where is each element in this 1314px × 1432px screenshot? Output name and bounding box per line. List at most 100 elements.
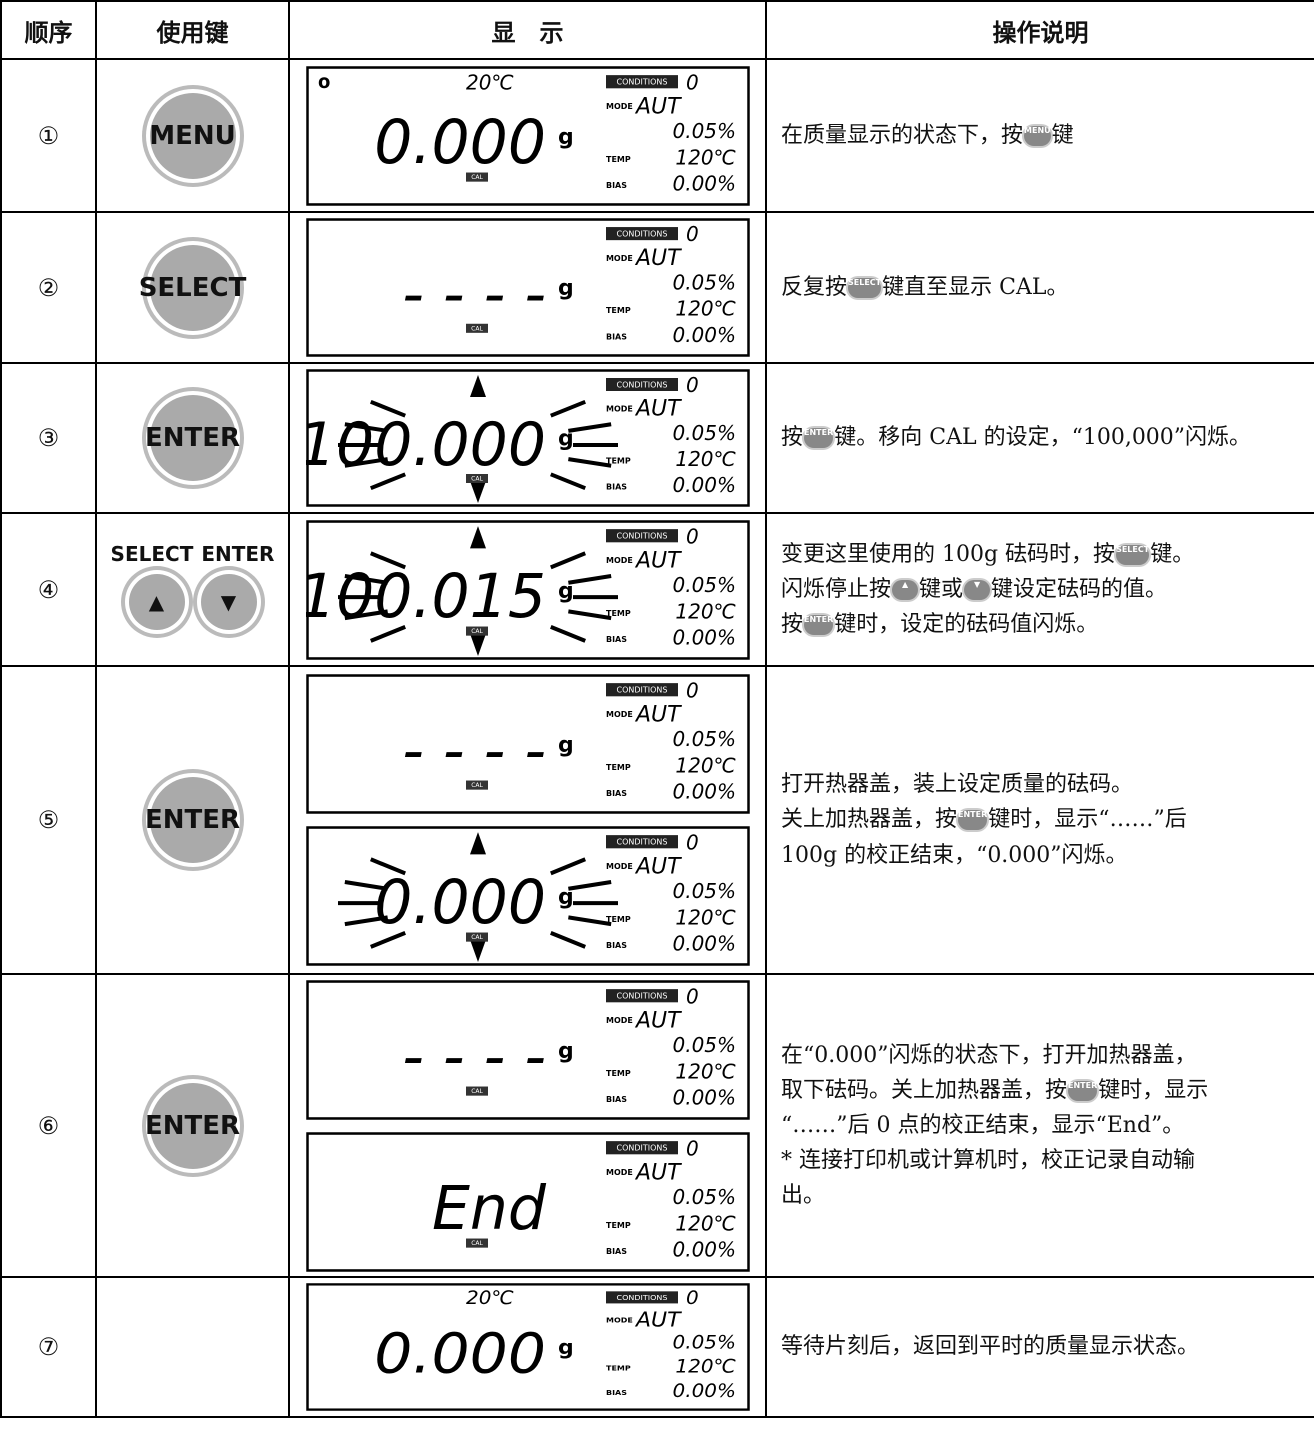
lcd-mode-value: AUT <box>634 701 682 727</box>
flash-ray <box>567 573 611 585</box>
description-text: 键时，显示 <box>1098 1077 1209 1103</box>
lcd-bias: BIAS <box>606 635 627 644</box>
key-label: ENTER <box>201 541 275 566</box>
lcd-top-temp: 20℃ <box>466 1287 514 1309</box>
lcd-unit: g <box>558 123 574 149</box>
description-text: 闪烁停止按 <box>781 576 892 602</box>
lcd-unit: g <box>558 884 574 910</box>
key-button: ENTER <box>145 1082 240 1169</box>
table-row: ④ SELECT ENTER ▲ ▼ 100.015 g CAL CONDITIONS 0 MODE… <box>0 512 1314 667</box>
lcd-unit: g <box>558 577 574 603</box>
display-stack: 20℃ 0.000 g CONDITIONS 0 MODE AUT 0.05% TEMP 120℃… <box>290 1283 765 1411</box>
display-stack: o 20℃ 0.000 g CAL CONDITIONS 0 MODE AUT 0.05% TEMP… <box>290 65 765 206</box>
description-text: 键 <box>1051 122 1074 148</box>
description-text: 出。 <box>781 1183 826 1209</box>
flash-arrow <box>469 525 486 548</box>
lcd-main: - - - - <box>402 259 546 329</box>
header-cell: 顺序 <box>0 0 97 60</box>
lcd-cal: CAL <box>471 1240 483 1247</box>
display-stack: - - - - g CAL CONDITIONS 0 MODE AUT 0.05% TEMP 12… <box>290 979 765 1272</box>
lcd-bias: BIAS <box>606 789 627 798</box>
key-button: ▲ <box>128 573 185 630</box>
display-cell: - - - - g CAL CONDITIONS 0 MODE AUT 0.05% TEMP 12… <box>288 973 767 1278</box>
lcd-conditions-box <box>605 74 678 88</box>
lcd-mode-value: AUT <box>634 246 682 271</box>
lcd-cal: CAL <box>471 325 483 332</box>
description-cell: 等待片刻后，返回到平时的质量显示状态。 <box>765 1276 1314 1418</box>
lcd-conditions-value: 0 <box>686 984 699 1008</box>
lcd-cal: CAL <box>471 934 483 941</box>
description-text: 在“0.000”闪烁的状态下，打开加热器盖， <box>781 1042 1197 1068</box>
step-cell: ① <box>0 58 97 213</box>
lcd-conditions: CONDITIONS <box>616 1294 667 1303</box>
description-line: 按ENTER键时，设定的砝码值闪烁。 <box>781 607 1314 642</box>
description-line: * 连接打印机或计算机时，校正记录自动输 <box>781 1143 1314 1178</box>
description-text: 键设定砝码的值。 <box>991 576 1168 602</box>
flash-ray <box>369 550 406 569</box>
flash-ray <box>567 608 611 620</box>
flash-arrow <box>469 832 486 855</box>
lcd-temp-value: 120℃ <box>675 753 736 777</box>
lcd-bias: BIAS <box>606 332 627 341</box>
description-line: 闪烁停止按 ▲ 键或 ▼ 键设定砝码的值。 <box>781 572 1314 607</box>
display-cell: - - - - g CAL CONDITIONS 0 MODE AUT 0.05% TEMP 12… <box>288 665 767 975</box>
table-row: ③ ENTER 100.000 g CAL CONDITIONS 0 MODE AUT 0.05%… <box>0 362 1314 514</box>
lcd-cal-box <box>465 1086 488 1096</box>
lcd-temp: TEMP <box>606 608 631 617</box>
description-line: 等待片刻后，返回到平时的质量显示状态。 <box>781 1329 1314 1364</box>
keys-cell: ENTER <box>95 665 290 975</box>
description-text: 反复按 <box>781 274 848 300</box>
lcd-main: 0.000 <box>374 868 546 939</box>
table-row: ⑥ ENTER - - - - g CAL CONDITIONS 0 MODE AUT 0.05%… <box>0 973 1314 1278</box>
flash-ray <box>344 457 388 468</box>
description-cell: 按ENTER键。移向 CAL 的设定，“100,000”闪烁。 <box>765 362 1314 514</box>
description-text: “……”后 0 点的校正结束，显示“End”。 <box>781 1112 1185 1138</box>
flash-ray <box>567 457 611 468</box>
description-text: 打开热器盖，装上设定质量的砝码。 <box>781 772 1134 798</box>
table-body: ① MENU o 20℃ 0.000 g CAL CONDITIONS 0 MODE AUT 0.05… <box>0 58 1314 1418</box>
lcd-bias: BIAS <box>606 1095 627 1104</box>
lcd-mode-value: AUT <box>633 1308 682 1332</box>
lcd-bias-value: 0.00% <box>672 473 736 497</box>
lcd-main: 0.000 <box>374 107 546 178</box>
lcd-bias-value: 0.00% <box>672 932 735 956</box>
flash-ray <box>567 880 611 891</box>
lcd-conditions-box <box>605 835 678 849</box>
lcd-conditions: CONDITIONS <box>616 381 667 390</box>
lcd-temp-value: 120℃ <box>675 1211 736 1235</box>
lcd-bias-value: 0.00% <box>672 171 735 195</box>
description-line: 按ENTER键。移向 CAL 的设定，“100,000”闪烁。 <box>781 420 1314 455</box>
flash-ray <box>344 915 388 927</box>
lcd-conditions: CONDITIONS <box>616 77 667 86</box>
key-icon: ENTER <box>804 615 834 636</box>
flash-ray <box>549 550 586 569</box>
lcd-conditions-box <box>605 1291 678 1304</box>
lcd-main: - - - - <box>402 716 546 787</box>
lcd-unit: g <box>558 427 574 452</box>
flash-ray <box>549 857 586 876</box>
lcd-conditions-value: 0 <box>686 524 699 548</box>
lcd-mode-value: AUT <box>634 853 682 879</box>
keys-cell: MENU <box>95 58 290 213</box>
table-row: ⑦ 20℃ 0.000 g CONDITIONS 0 MODE AUT 0.05% TEMP 120… <box>0 1276 1314 1418</box>
key-button: ENTER <box>145 395 240 481</box>
lcd-conditions-value: 0 <box>686 1287 699 1309</box>
flash-ray <box>344 608 388 620</box>
lcd-unit: g <box>558 732 574 758</box>
step-cell: ⑦ <box>0 1276 97 1418</box>
description-text: 键或 <box>919 576 964 602</box>
description-cell: 变更这里使用的 100g 砝码时，按SELECT键。 闪烁停止按 ▲ 键或 ▼ 键设定砝码… <box>765 512 1314 667</box>
lcd-temp-value: 120℃ <box>675 1355 736 1377</box>
keys-cell <box>95 1276 290 1418</box>
lcd-conditions-box <box>605 1140 678 1154</box>
lcd-cal: CAL <box>471 628 483 635</box>
description-text: 关上加热器盖，按 <box>781 807 958 833</box>
lcd-cal: CAL <box>471 174 483 181</box>
header-row: 顺序 使用键 显 示 操作说明 <box>0 0 1314 60</box>
display-cell: 100.000 g CAL CONDITIONS 0 MODE AUT 0.05% TEMP 12… <box>288 362 767 514</box>
flash-ray <box>369 624 406 643</box>
description-cell: 打开热器盖，装上设定质量的砝码。 关上加热器盖，按ENTER键时，显示“……”后 1… <box>765 665 1314 975</box>
